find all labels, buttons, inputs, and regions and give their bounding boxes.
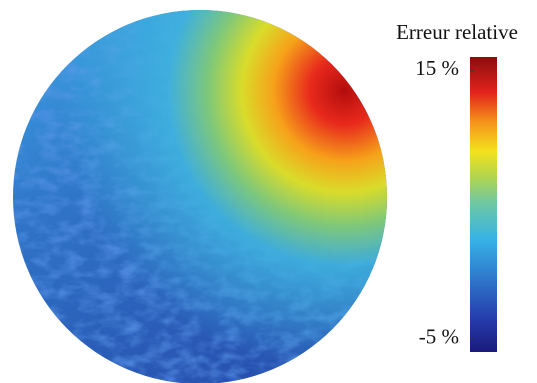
colorbar-title: Erreur relative	[396, 20, 518, 44]
heatmap-disc	[13, 10, 387, 383]
colorbar	[470, 57, 497, 352]
colorbar-tick-label: 15 %	[415, 56, 459, 80]
colorbar-tick-label: -5 %	[419, 324, 459, 348]
